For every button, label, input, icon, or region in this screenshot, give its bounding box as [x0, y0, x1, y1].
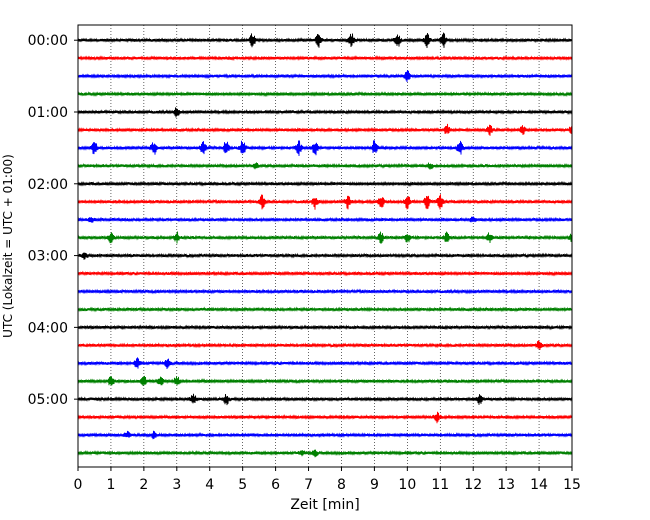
x-tick-label: 3: [172, 477, 181, 493]
x-tick-label: 7: [304, 477, 313, 493]
seismogram-trace: [77, 70, 573, 82]
seismogram-trace: [77, 411, 573, 424]
y-tick-label: 02:00: [28, 177, 68, 193]
x-tick-label: 13: [497, 477, 515, 493]
seismogram-traces: [77, 32, 573, 458]
seismogram-trace: [77, 430, 573, 440]
seismogram-trace: [77, 306, 573, 313]
x-tick-label: 0: [74, 477, 83, 493]
seismogram-trace: [77, 340, 573, 350]
x-tick-label: 5: [238, 477, 247, 493]
x-tick-label: 14: [530, 477, 548, 493]
seismogram-trace: [77, 449, 573, 458]
y-tick-label: 03:00: [28, 249, 68, 265]
x-axis-ticks: 0 1 2 3 4 5 6 7 8 9 10 11 12 13 14 15: [74, 467, 581, 493]
seismogram-trace: [77, 288, 573, 295]
minute-gridlines: [110, 25, 540, 467]
x-tick-label: 11: [431, 477, 449, 493]
x-tick-label: 6: [271, 477, 280, 493]
seismogram-trace: [77, 107, 573, 118]
seismogram-trace: [77, 252, 573, 260]
seismogram-trace: [77, 231, 573, 244]
y-tick-label: 01:00: [28, 105, 68, 121]
x-axis-label: Zeit [min]: [290, 497, 359, 513]
x-tick-label: 1: [106, 477, 115, 493]
x-tick-label: 4: [205, 477, 214, 493]
y-tick-label: 00:00: [28, 33, 68, 49]
seismogram-trace: [77, 55, 573, 62]
y-axis-label: UTC (Lokalzeit = UTC + 01:00): [1, 154, 15, 338]
seismogram-trace: [77, 357, 573, 369]
seismogram-trace: [77, 375, 573, 386]
seismogram-trace: [77, 123, 573, 136]
x-tick-label: 9: [370, 477, 379, 493]
seismogram-trace: [77, 393, 573, 406]
seismogram-trace: [77, 162, 573, 170]
seismogram-trace: [77, 180, 573, 187]
y-tick-label: 04:00: [28, 320, 68, 336]
x-tick-label: 2: [139, 477, 148, 493]
x-tick-label: 10: [398, 477, 416, 493]
seismogram-trace: [77, 32, 573, 49]
y-tick-label: 05:00: [28, 392, 68, 408]
seismogram-trace: [77, 270, 573, 277]
y-axis-ticks: 00:00 01:00 02:00 03:00 04:00 05:00: [28, 33, 78, 408]
seismogram-trace: [77, 140, 573, 156]
plot-frame: [77, 24, 573, 468]
seismogram-trace: [77, 216, 573, 223]
seismogram-trace: [77, 91, 573, 98]
x-tick-label: 8: [337, 477, 346, 493]
x-tick-label: 15: [563, 477, 581, 493]
seismogram-trace: [77, 324, 573, 331]
x-tick-label: 12: [464, 477, 482, 493]
seismogram-trace: [77, 194, 573, 210]
